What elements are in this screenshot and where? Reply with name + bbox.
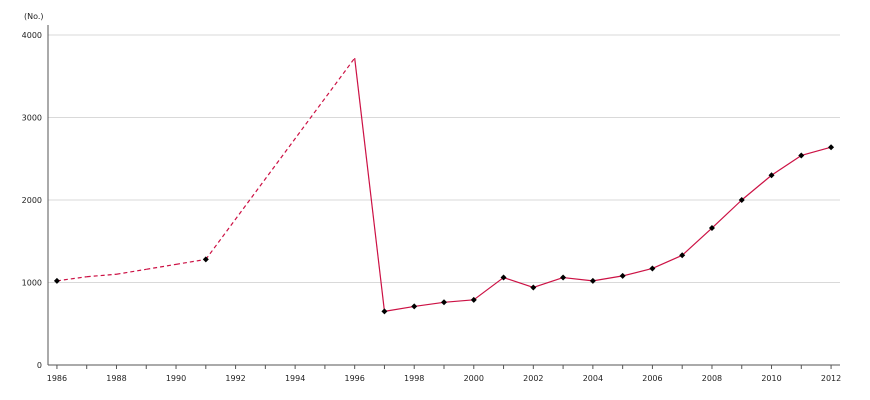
series-segment <box>771 154 802 176</box>
series-segment <box>681 227 713 256</box>
data-point-marker <box>500 274 507 281</box>
data-point-marker <box>828 144 835 151</box>
data-point-marker <box>649 265 656 272</box>
series-segment <box>622 267 653 277</box>
x-tick-label: 2006 <box>642 374 662 383</box>
series-segment-dashed <box>175 258 206 265</box>
x-tick-label: 2008 <box>702 374 722 383</box>
series-segment <box>443 299 474 303</box>
series-line <box>56 57 832 312</box>
x-tick-label: 2004 <box>583 374 603 383</box>
series-segment-dashed <box>146 263 177 270</box>
series-markers <box>53 144 835 315</box>
data-point-marker <box>470 296 477 303</box>
series-segment <box>741 174 772 201</box>
x-tick-label: 2000 <box>464 374 484 383</box>
data-point-marker <box>441 299 447 306</box>
axes <box>47 25 840 369</box>
series-segment <box>592 275 623 282</box>
data-point-marker <box>53 277 60 284</box>
x-tick-label: 1986 <box>47 374 67 383</box>
y-tick-label: 1000 <box>22 279 42 288</box>
series-segment-dashed <box>86 273 117 278</box>
x-tick-label: 2010 <box>761 374 781 383</box>
series-segment <box>711 199 743 229</box>
series-segment <box>354 58 386 312</box>
series-segment <box>801 146 832 157</box>
y-tick-label: 0 <box>37 361 42 370</box>
series-segment-dashed <box>116 268 147 275</box>
y-tick-labels: 0 1000 2000 3000 4000 <box>22 31 42 370</box>
data-point-marker <box>768 172 775 179</box>
y-tick-label: 4000 <box>22 31 42 40</box>
series-segment <box>652 254 683 270</box>
series-segment <box>563 276 593 282</box>
x-tick-label: 1994 <box>285 374 305 383</box>
data-point-marker <box>679 252 686 259</box>
y-unit-label: (No.) <box>24 12 44 21</box>
data-point-marker <box>798 152 805 159</box>
series-segment <box>414 301 445 308</box>
series-segment <box>473 277 504 301</box>
data-point-marker <box>619 272 626 279</box>
series-segment <box>533 276 564 289</box>
x-tick-label: 2012 <box>821 374 841 383</box>
data-point-marker <box>411 303 418 310</box>
data-point-marker <box>381 308 388 315</box>
series-segment-dashed <box>56 276 87 282</box>
x-tick-label: 1996 <box>344 374 364 383</box>
data-point-marker <box>530 284 537 291</box>
y-tick-label: 2000 <box>22 196 42 205</box>
series-segment <box>384 305 415 312</box>
x-tick-label: 1988 <box>106 374 126 383</box>
x-tick-labels: 1986 1988 1990 1992 1994 1996 1998 2000 2002 2004… <box>47 374 841 383</box>
data-point-marker <box>589 277 596 284</box>
gridlines <box>48 34 840 283</box>
x-tick-label: 1990 <box>166 374 186 383</box>
data-point-marker <box>202 256 209 263</box>
data-point-marker <box>738 197 745 203</box>
y-tick-label: 3000 <box>22 114 42 123</box>
data-point-marker <box>708 225 715 232</box>
x-tick-label: 1992 <box>225 374 245 383</box>
x-tick-label: 1998 <box>404 374 424 383</box>
series-segment-dashed <box>205 57 356 260</box>
series-segment <box>503 276 534 289</box>
data-point-marker <box>560 274 567 281</box>
x-tick-label: 2002 <box>523 374 543 383</box>
